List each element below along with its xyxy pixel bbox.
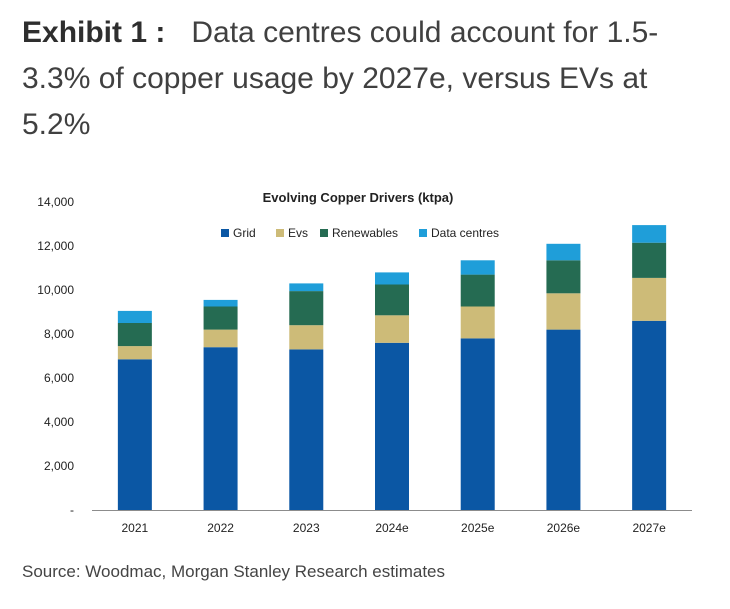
y-tick-label: 4,000 xyxy=(44,415,74,429)
chart-title: Evolving Copper Drivers (ktpa) xyxy=(263,190,454,205)
bar-data-centres-2023 xyxy=(289,283,324,292)
bar-evs-2022 xyxy=(203,329,238,348)
bar-renewables-2025e xyxy=(460,274,495,307)
source-note: Source: Woodmac, Morgan Stanley Research… xyxy=(22,562,445,581)
y-tick-label: 2,000 xyxy=(44,459,74,473)
x-tick-label: 2022 xyxy=(207,521,234,535)
y-axis: - 2,000 4,000 6,000 8,000 10,000 12,000 14,000 xyxy=(37,195,74,517)
x-tick-label: 2024e xyxy=(375,521,409,535)
bar-renewables-2023 xyxy=(289,291,324,326)
bar-data-centres-2024e xyxy=(375,272,409,285)
bar-data-centres-2026e xyxy=(546,243,581,261)
x-axis: 2021 2022 2023 2024e 2025e 2026e 2027e xyxy=(92,510,692,535)
legend-swatch-data-centres xyxy=(419,229,427,237)
bar-evs-2026e xyxy=(546,293,581,330)
x-tick-label: 2021 xyxy=(122,521,149,535)
legend-label-grid: Grid xyxy=(233,226,256,240)
x-tick-label: 2025e xyxy=(461,521,495,535)
legend-label-renewables: Renewables xyxy=(332,226,398,240)
bar-renewables-2024e xyxy=(375,284,409,316)
legend-label-data-centres: Data centres xyxy=(431,226,499,240)
y-tick-label: 14,000 xyxy=(37,195,74,209)
bar-evs-2024e xyxy=(375,315,409,343)
bar-evs-2021 xyxy=(117,346,152,360)
x-tick-label: 2027e xyxy=(632,521,666,535)
bar-grid-2022 xyxy=(203,347,238,510)
y-tick-label: 8,000 xyxy=(44,327,74,341)
bar-grid-2021 xyxy=(117,359,152,510)
bar-grid-2026e xyxy=(546,329,581,510)
chart-container: Evolving Copper Drivers (ktpa) Grid Evs Re… xyxy=(0,180,730,550)
bar-data-centres-2027e xyxy=(632,225,667,243)
y-tick-label: 12,000 xyxy=(37,239,74,253)
bar-grid-2024e xyxy=(375,342,409,510)
legend-swatch-renewables xyxy=(320,229,328,237)
legend-swatch-grid xyxy=(221,229,229,237)
bar-evs-2025e xyxy=(460,306,495,339)
bar-data-centres-2022 xyxy=(203,299,238,307)
bar-grid-2023 xyxy=(289,349,324,510)
bar-evs-2023 xyxy=(289,325,324,350)
bar-data-centres-2021 xyxy=(117,310,152,323)
y-tick-label: 6,000 xyxy=(44,371,74,385)
x-tick-label: 2023 xyxy=(293,521,320,535)
bar-renewables-2022 xyxy=(203,306,238,330)
page-title: Exhibit 1 : Data centres could account fo… xyxy=(22,10,712,148)
bar-renewables-2027e xyxy=(632,242,667,278)
legend-swatch-evs xyxy=(276,229,284,237)
exhibit-label: Exhibit 1 : xyxy=(22,16,166,49)
y-tick-label: 10,000 xyxy=(37,283,74,297)
bar-grid-2027e xyxy=(632,320,667,510)
bar-evs-2027e xyxy=(632,277,667,321)
legend-label-evs: Evs xyxy=(288,226,308,240)
bar-grid-2025e xyxy=(460,338,495,510)
copper-drivers-chart: Evolving Copper Drivers (ktpa) Grid Evs Re… xyxy=(37,190,692,535)
bar-data-centres-2025e xyxy=(460,260,495,275)
headline-text: Data centres could account for 1.5-3.3% … xyxy=(22,16,659,141)
y-tick-label: - xyxy=(70,503,74,517)
legend: Grid Evs Renewables Data centres xyxy=(221,226,499,240)
bars xyxy=(117,225,667,510)
x-tick-label: 2026e xyxy=(547,521,581,535)
bar-renewables-2021 xyxy=(117,323,152,347)
bar-renewables-2026e xyxy=(546,260,581,294)
